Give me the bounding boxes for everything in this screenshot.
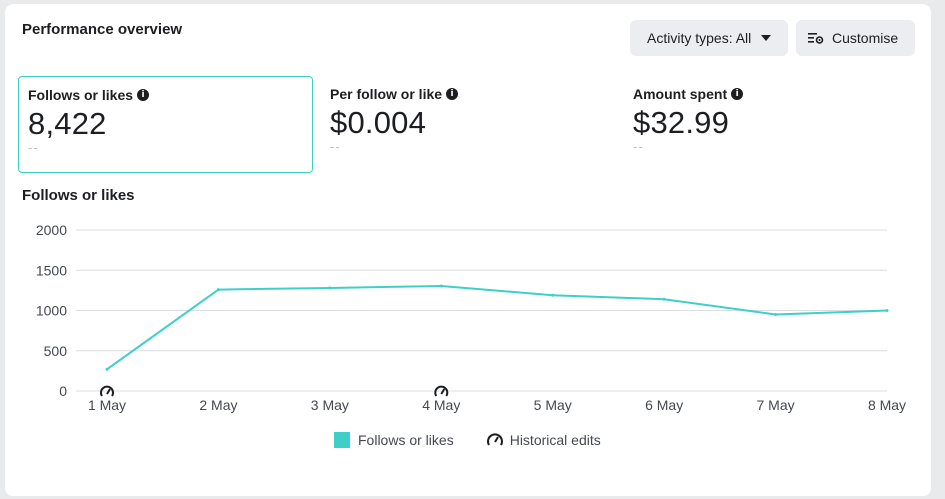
y-tick-label: 0 [59,383,67,399]
legend-historical-edits[interactable]: Historical edits [486,432,601,448]
customise-columns-icon [808,31,824,45]
metric-change: -- [330,139,341,154]
y-tick-label: 1500 [36,262,67,278]
x-tick-label: 5 May [534,397,572,413]
activity-types-dropdown[interactable]: Activity types: All [630,20,788,56]
legend-swatch [334,432,350,448]
y-tick-label: 500 [44,343,68,359]
metric-label: Per follow or like [330,86,443,102]
x-tick-label: 1 May [88,397,126,413]
x-tick-label: 2 May [199,397,237,413]
historical-edit-marker [100,385,114,397]
info-icon[interactable]: i [137,89,150,101]
historical-edit-needle [440,388,446,395]
metric-value: 8,422 [28,106,107,141]
x-tick-label: 6 May [645,397,683,413]
data-point [439,284,443,288]
activity-types-label: Activity types: All [647,30,752,46]
x-tick-label: 4 May [422,397,460,413]
data-point [662,297,666,301]
data-point [216,288,220,292]
data-point [774,313,778,317]
data-point [551,293,555,297]
metric-change: -- [28,140,39,155]
caret-down-icon [761,35,772,41]
y-tick-label: 1000 [36,303,67,319]
metric-card-amount-spent[interactable]: Amount spent i $32.99 -- [624,76,919,173]
x-tick-label: 8 May [868,397,906,413]
x-tick-label: 3 May [311,397,349,413]
metric-value: $0.004 [330,105,427,140]
data-point [105,367,109,371]
performance-card [5,4,931,496]
historical-edit-needle [106,388,111,395]
metric-label: Follows or likes [28,87,134,103]
legend-edits-label: Historical edits [509,432,601,448]
metric-card-per-follow-or-like[interactable]: Per follow or like i $0.004 -- [321,76,616,173]
metric-change: -- [633,139,644,154]
data-point [885,309,889,312]
y-tick-label: 2000 [36,222,67,238]
series-line [106,284,888,371]
metric-value: $32.99 [633,105,730,140]
data-point [328,286,332,290]
page-title: Performance overview [22,21,183,38]
legend-series-label[interactable]: Follows or likes [358,432,454,448]
metric-card-follows-or-likes[interactable]: Follows or likes i 8,422 -- [18,76,313,173]
info-icon[interactable]: i [731,88,744,100]
chart-title: Follows or likes [22,187,135,204]
info-icon[interactable]: i [446,88,459,100]
chart-legend: Follows or likes Historical edits [334,432,601,448]
gauge-icon [486,433,503,446]
metric-label: Amount spent [633,86,728,102]
x-tick-label: 7 May [757,397,795,413]
customise-button[interactable]: Customise [796,20,915,56]
customise-label: Customise [832,30,899,46]
historical-edit-marker [434,385,449,397]
